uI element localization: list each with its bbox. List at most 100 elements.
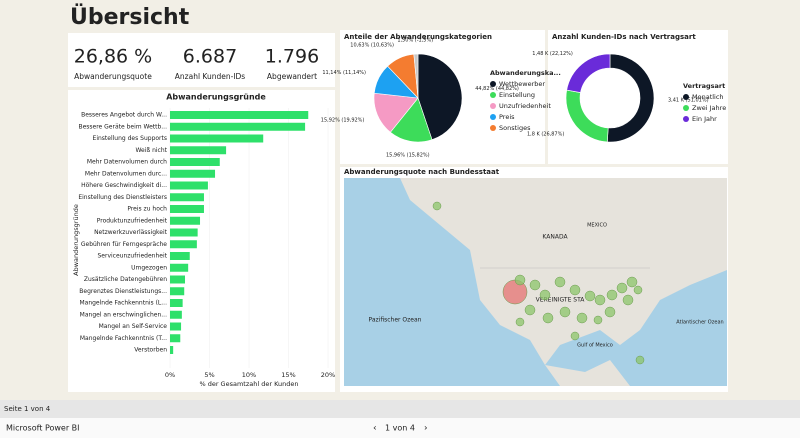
y-tick-label: Weiß nicht bbox=[135, 147, 167, 154]
y-tick-label: Einstellung des Supports bbox=[93, 135, 167, 142]
bar bbox=[170, 346, 174, 354]
data-label: 15,96% (15,82%) bbox=[386, 153, 430, 159]
y-tick-label: Höhere Geschwindigkeit di... bbox=[81, 182, 167, 189]
map-bubble bbox=[529, 279, 541, 291]
y-tick-label: Mehr Datenvolumen durch bbox=[87, 159, 167, 166]
x-tick-label: 15% bbox=[281, 371, 295, 379]
slice bbox=[566, 53, 611, 93]
page-status: Seite 1 von 4 bbox=[4, 405, 51, 413]
slice bbox=[417, 53, 463, 141]
map-bubble bbox=[569, 284, 581, 296]
data-label: 11,14% (11,14%) bbox=[322, 70, 366, 76]
legend-swatch bbox=[490, 125, 496, 131]
bar bbox=[170, 216, 201, 225]
legend-swatch bbox=[490, 81, 496, 87]
legend-swatch bbox=[683, 105, 689, 111]
map-bubble bbox=[539, 289, 551, 301]
map-bubble bbox=[542, 312, 554, 324]
y-tick-label: Einstellung des Dienstleisters bbox=[78, 194, 167, 201]
app-name: Microsoft Power BI bbox=[6, 424, 80, 433]
map-bubble bbox=[559, 306, 571, 318]
kpi-label: Abgewandert bbox=[267, 72, 317, 81]
map-label: KANADA bbox=[542, 234, 568, 241]
y-tick-label: Besseres Angebot durch W... bbox=[81, 112, 167, 119]
y-tick-label: Begrenztes Dienstleistungs... bbox=[79, 288, 167, 295]
map-label: Gulf of Mexico bbox=[577, 343, 613, 349]
map-bubble bbox=[584, 290, 596, 302]
bar bbox=[170, 263, 189, 272]
y-tick-label: Umgezogen bbox=[131, 264, 167, 271]
map-bubble bbox=[604, 306, 616, 318]
x-tick-label: 20% bbox=[321, 371, 335, 379]
legend-label: Preis bbox=[499, 113, 515, 121]
data-label: 3,41 K (51,01%) bbox=[668, 97, 709, 103]
legend-swatch bbox=[683, 94, 689, 100]
x-axis-title: % der Gesamtzahl der Kunden bbox=[199, 380, 298, 388]
legend-label: Ein Jahr bbox=[692, 115, 717, 123]
bar bbox=[170, 240, 197, 249]
map-label: Pazifischer Ozean bbox=[369, 317, 422, 324]
kpi-label: Abwanderungsquote bbox=[74, 72, 152, 81]
data-label: 1,48 K (22,12%) bbox=[532, 51, 573, 57]
legend-swatch bbox=[490, 103, 496, 109]
y-axis-title: Abwanderungsgründe bbox=[72, 204, 80, 276]
bar bbox=[170, 181, 208, 190]
legend-label: Unzufriedenheit bbox=[499, 102, 551, 110]
map-bubble bbox=[633, 285, 643, 295]
bar bbox=[170, 322, 182, 331]
map-bubble bbox=[626, 276, 638, 288]
legend-label: Wettbewerber bbox=[499, 80, 545, 88]
bar bbox=[170, 252, 190, 260]
chart-title: Abwanderungsquote nach Bundesstaat bbox=[344, 168, 500, 176]
y-tick-label: Mangelnde Fachkenntnis (T... bbox=[80, 335, 167, 342]
y-tick-label: Mangelnde Fachkenntnis (L... bbox=[79, 300, 167, 307]
kpi-value: 6.687 bbox=[183, 46, 237, 68]
y-tick-label: Gebühren für Ferngespräche bbox=[81, 241, 167, 248]
legend-label: Sonstiges bbox=[499, 124, 531, 132]
bar bbox=[170, 158, 220, 166]
bar bbox=[170, 275, 186, 284]
map-label: Atlantischer Ozean bbox=[676, 320, 723, 326]
legend-swatch bbox=[683, 116, 689, 122]
map-bubble bbox=[622, 294, 634, 306]
kpi-label: Anzahl Kunden-IDs bbox=[175, 72, 246, 81]
kpi-value: 26,86 % bbox=[74, 46, 153, 68]
pager: 1 von 4 bbox=[385, 424, 415, 433]
chart-title: Anzahl Kunden-IDs nach Vertragsart bbox=[552, 33, 696, 41]
map-bubble bbox=[594, 294, 606, 306]
legend-title: Vertragsart bbox=[683, 82, 725, 90]
y-tick-label: Serviceunzufriedenheit bbox=[98, 253, 168, 260]
y-tick-label: Verstorben bbox=[134, 347, 167, 354]
y-tick-label: Preis zu hoch bbox=[127, 206, 167, 213]
bar bbox=[170, 169, 216, 178]
bar bbox=[170, 299, 183, 307]
data-label: 10,63% (10,63%) bbox=[350, 43, 394, 49]
data-label: 1,50% (-1,5%) bbox=[397, 38, 433, 44]
bar bbox=[170, 193, 204, 202]
data-label: 44,82% (44,82%) bbox=[475, 86, 519, 92]
map-bubble bbox=[515, 317, 525, 327]
page-title: Übersicht bbox=[70, 4, 190, 30]
y-tick-label: Bessere Geräte beim Wettb... bbox=[78, 123, 167, 130]
land-south bbox=[545, 360, 630, 386]
bar bbox=[170, 146, 227, 155]
legend-title: Abwanderungska... bbox=[490, 69, 561, 77]
y-tick-label: Zusätzliche Datengebühren bbox=[84, 276, 167, 283]
map-bubble bbox=[514, 274, 526, 286]
next-page[interactable]: › bbox=[424, 424, 428, 434]
chart-title: Abwanderungsgründe bbox=[166, 93, 266, 102]
legend-swatch bbox=[490, 92, 496, 98]
kpi-card bbox=[68, 33, 335, 87]
map-bubble bbox=[616, 282, 628, 294]
prev-page[interactable]: ‹ bbox=[373, 424, 377, 434]
kpi-value: 1.796 bbox=[265, 46, 319, 68]
bar bbox=[170, 134, 264, 143]
bottom-bar bbox=[0, 418, 800, 438]
legend-swatch bbox=[490, 114, 496, 120]
land bbox=[400, 178, 727, 365]
x-tick-label: 0% bbox=[165, 371, 175, 379]
legend-label: Zwei Jahre bbox=[692, 104, 726, 112]
legend-label: Einstellung bbox=[499, 91, 535, 99]
